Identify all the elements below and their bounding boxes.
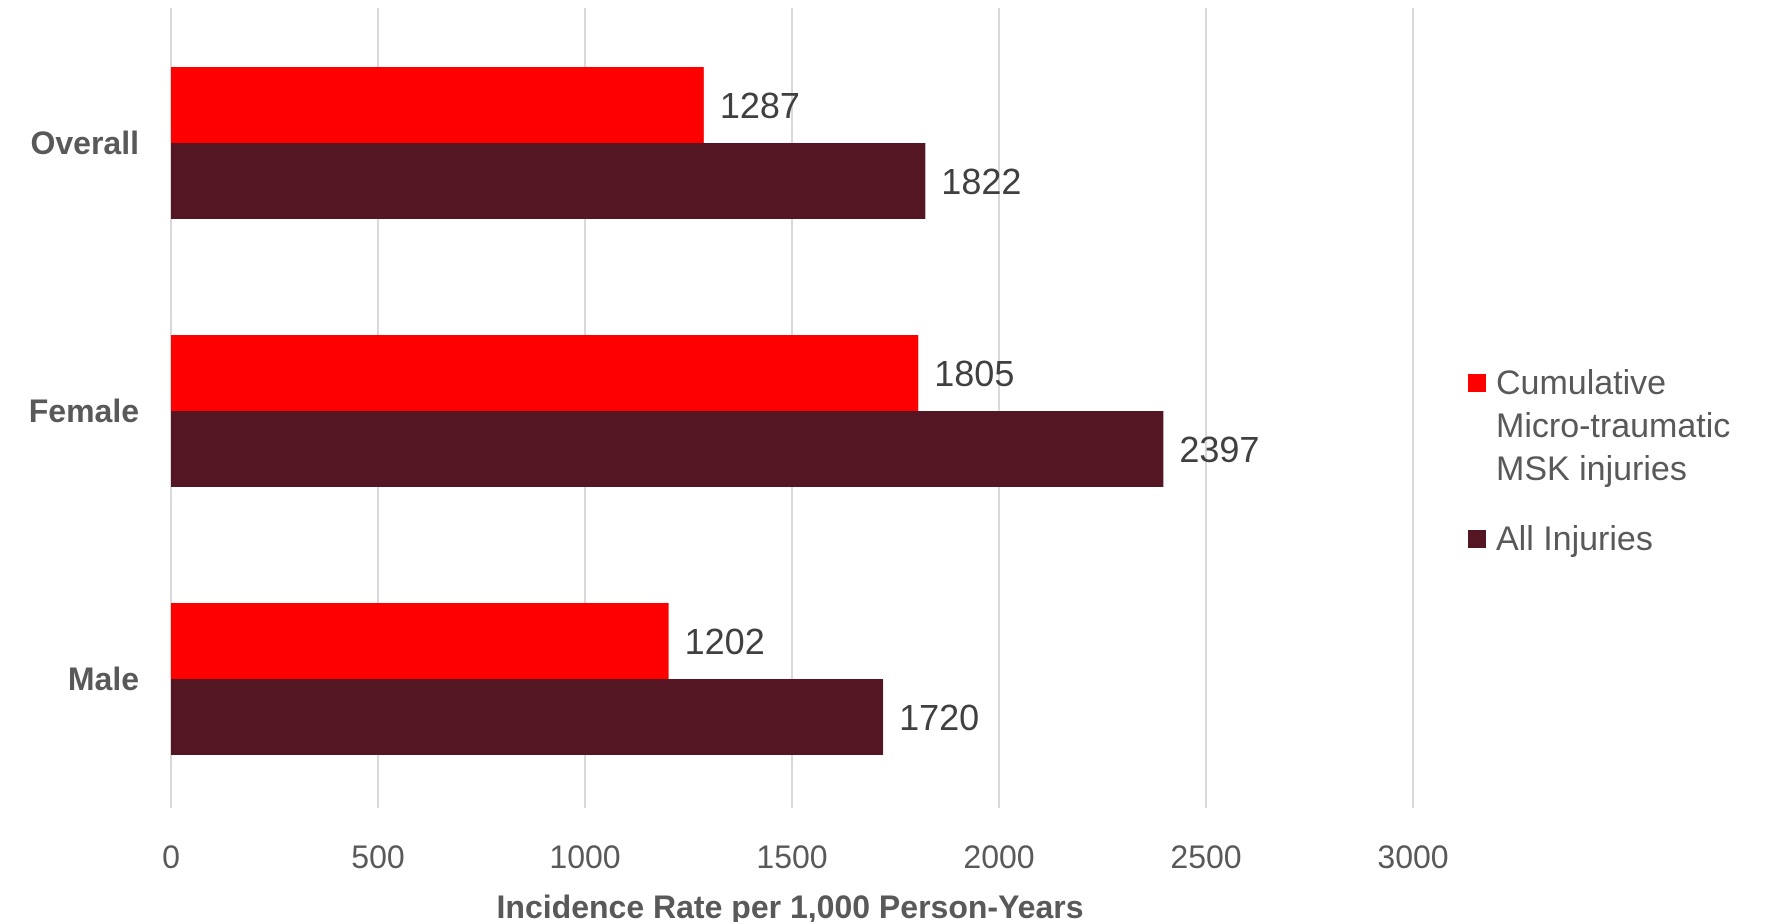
legend: Cumulative Micro-traumatic MSK injuries All… <box>1468 364 1730 558</box>
legend-swatch-series-1 <box>1468 374 1486 392</box>
legend-label-line: MSK injuries <box>1496 450 1687 488</box>
category-label-male: Male <box>68 661 139 697</box>
x-tick-label: 2000 <box>963 839 1034 875</box>
x-tick-label: 2500 <box>1170 839 1241 875</box>
x-axis-ticks: 0 500 1000 1500 2000 2500 3000 <box>162 839 1448 875</box>
bar-male-series-2 <box>171 679 883 755</box>
legend-label-line: All Injuries <box>1496 520 1653 558</box>
bar-overall-series-1 <box>171 67 704 143</box>
x-tick-label: 500 <box>351 839 404 875</box>
x-tick-label: 0 <box>162 839 180 875</box>
bar-female-series-2 <box>171 411 1163 487</box>
legend-swatch-series-2 <box>1468 530 1486 548</box>
data-label: 1822 <box>941 161 1021 202</box>
bar-male-series-1 <box>171 603 669 679</box>
bar-female-series-1 <box>171 335 918 411</box>
legend-label-line: Cumulative <box>1496 364 1666 402</box>
data-label: 2397 <box>1179 429 1259 470</box>
bar-overall-series-2 <box>171 143 925 219</box>
x-tick-label: 1500 <box>756 839 827 875</box>
x-tick-label: 3000 <box>1377 839 1448 875</box>
data-label: 1720 <box>899 697 979 738</box>
x-tick-label: 1000 <box>549 839 620 875</box>
x-axis-title: Incidence Rate per 1,000 Person-Years <box>497 889 1084 922</box>
data-label: 1287 <box>720 85 800 126</box>
category-labels: Overall Female Male <box>29 125 139 697</box>
data-label: 1805 <box>934 353 1014 394</box>
data-label: 1202 <box>685 621 765 662</box>
legend-label-line: Micro-traumatic <box>1496 407 1730 445</box>
category-label-overall: Overall <box>30 125 139 161</box>
category-label-female: Female <box>29 393 139 429</box>
